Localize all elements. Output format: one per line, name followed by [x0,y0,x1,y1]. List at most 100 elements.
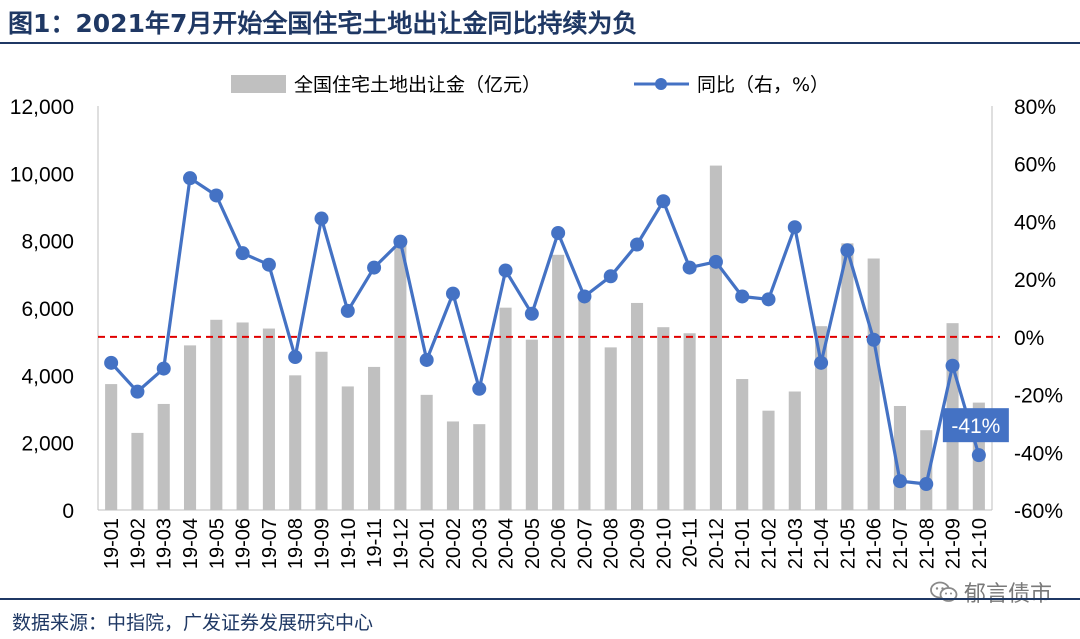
right-tick-label: 0% [1014,327,1044,350]
chart: 全国住宅土地出让金（亿元） 同比（右，%） 0 2,000 4,000 6,000 8,0… [10,74,1063,569]
x-tick-label: 21-02 [759,518,781,569]
x-tick-label: 19-01 [101,518,123,569]
bar [368,366,381,510]
line-point [840,243,855,258]
x-tick-label: 19-12 [390,518,412,569]
bar [525,339,538,510]
x-tick-label: 19-11 [364,518,386,568]
line-point [314,211,329,226]
bar [183,345,197,510]
chart-title: 图1：2021年7月开始全国住宅土地出让金同比持续为负 [8,9,638,38]
watermark-text: 郁言债市 [963,582,1052,607]
x-tick-label: 19-07 [259,518,281,569]
left-tick-label: 8,000 [21,231,74,254]
line-point [603,269,618,284]
legend-line-label: 同比（右，%） [697,74,829,96]
left-tick-label: 4,000 [21,365,74,388]
legend-bar-label: 全国住宅土地出让金（亿元） [294,74,541,96]
bar [736,379,749,510]
line-point [367,260,382,275]
line-point [971,448,986,463]
bar [683,333,696,510]
bar [788,391,801,510]
right-tick-label: 40% [1014,211,1056,234]
left-tick-label: 6,000 [21,298,74,321]
right-tick-label: -20% [1014,385,1063,408]
right-tick-label: 60% [1014,154,1056,177]
x-tick-label: 21-09 [943,518,965,569]
right-tick-label: -40% [1014,442,1063,465]
bar [105,384,118,510]
line-point [445,286,460,301]
bar [131,432,144,510]
x-tick-label: 19-03 [154,518,176,569]
x-tick-label: 20-03 [469,518,491,569]
x-tick-label: 20-07 [574,518,596,569]
source-bar: 数据来源：中指院，广发证券发展研究中心 [0,598,1080,639]
x-tick-label: 19-10 [338,518,360,569]
legend: 全国住宅土地出让金（亿元） 同比（右，%） [231,74,829,96]
bar [815,326,828,510]
x-tick-label: 19-04 [180,518,202,569]
line-point [814,355,829,370]
line-point [630,237,645,252]
line-point [682,260,697,275]
left-tick-label: 10,000 [10,163,74,186]
right-axis: -60% -40% -20% 0% 20% 40% 60% 80% [991,96,1063,523]
bar [262,328,275,510]
x-tick-label: 21-05 [837,518,859,569]
x-tick-label: 21-08 [916,518,938,569]
x-tick-label: 21-04 [811,518,833,569]
x-tick-label: 20-09 [627,518,649,569]
bar [157,403,170,510]
bar [604,347,617,510]
bar [841,243,854,511]
right-tick-label: -60% [1014,500,1063,523]
bar [394,242,407,510]
x-tick-label: 19-05 [206,518,228,569]
x-tick-label: 21-01 [732,518,754,569]
line-point [288,350,303,365]
bar [236,322,249,510]
bar-series [105,165,985,511]
line-point [235,246,250,261]
x-tick-label: 20-06 [548,518,570,569]
bar [657,327,670,510]
line-point [577,289,592,304]
annotation-label: -41% [951,415,1000,438]
x-tick-label: 19-02 [127,518,149,569]
yoy-line [109,176,981,486]
line-series [104,171,986,492]
line-point [735,289,750,304]
line-point [945,358,960,373]
x-tick-label: 20-10 [653,518,675,569]
bar [578,294,591,510]
line-point [472,381,487,396]
left-tick-label: 2,000 [21,433,74,456]
left-tick-label: 12,000 [10,96,74,119]
x-tick-label: 19-06 [233,518,255,569]
data-source: 数据来源：中指院，广发证券发展研究中心 [12,612,374,634]
line-point [340,303,355,318]
line-point [524,306,539,321]
x-tick-label: 21-03 [785,518,807,569]
x-tick-label: 21-10 [969,518,991,569]
x-tick-label: 19-08 [285,518,307,569]
x-tick-label: 20-01 [417,518,439,569]
bar [289,375,302,510]
bar [762,410,775,510]
x-tick-label: 20-04 [496,518,518,569]
legend-bar-swatch [231,75,286,93]
line-point [761,292,776,307]
bar [446,421,460,510]
line-point [787,220,802,235]
line-point [393,234,408,249]
x-tick-label: 20-11 [680,518,702,568]
title-bar: 图1：2021年7月开始全国住宅土地出让金同比持续为负 [0,0,1080,44]
line-point [866,332,881,347]
legend-line-marker [655,78,667,90]
bar [630,302,644,510]
line-point [656,194,671,209]
x-tick-label: 21-07 [890,518,912,569]
bar [499,307,512,510]
